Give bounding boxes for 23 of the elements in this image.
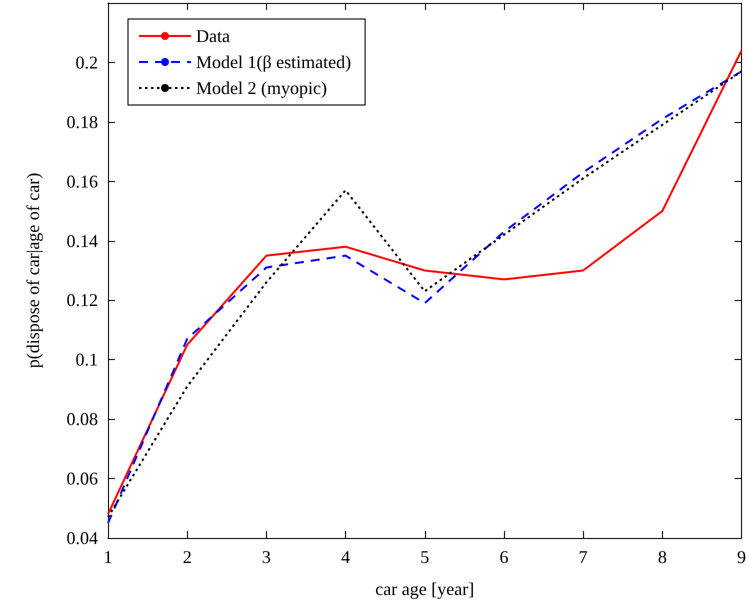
- x-tick-label: 2: [182, 547, 192, 567]
- y-tick-label: 0.06: [66, 468, 98, 489]
- x-tick-label: 7: [578, 547, 588, 567]
- x-tick-label: 6: [499, 547, 508, 567]
- x-tick-label: 4: [341, 547, 350, 567]
- x-tick-label: 1: [104, 547, 112, 567]
- x-tick-label: 9: [737, 547, 746, 567]
- y-tick-label: 0.16: [66, 171, 98, 192]
- y-tick-label: 0.2: [76, 52, 98, 72]
- y-tick-label: 0.04: [66, 528, 98, 548]
- y-axis-title: p(dispose of car|age of car): [23, 172, 43, 368]
- x-tick-label: 3: [262, 547, 271, 567]
- legend-label: Model 1(β estimated): [196, 52, 352, 72]
- legend-label: Model 2 (myopic): [196, 78, 327, 98]
- y-tick-label: 0.12: [66, 290, 98, 310]
- y-tick-label: 0.08: [66, 409, 98, 430]
- y-tick-label: 0.14: [66, 230, 98, 251]
- y-tick-label: 0.18: [66, 112, 98, 132]
- legend-label: Data: [196, 26, 230, 46]
- x-axis-title: car age [year]: [375, 579, 474, 599]
- y-tick-label: 0.1: [76, 350, 98, 370]
- x-tick-label: 5: [420, 547, 430, 567]
- x-tick-label: 8: [658, 547, 667, 567]
